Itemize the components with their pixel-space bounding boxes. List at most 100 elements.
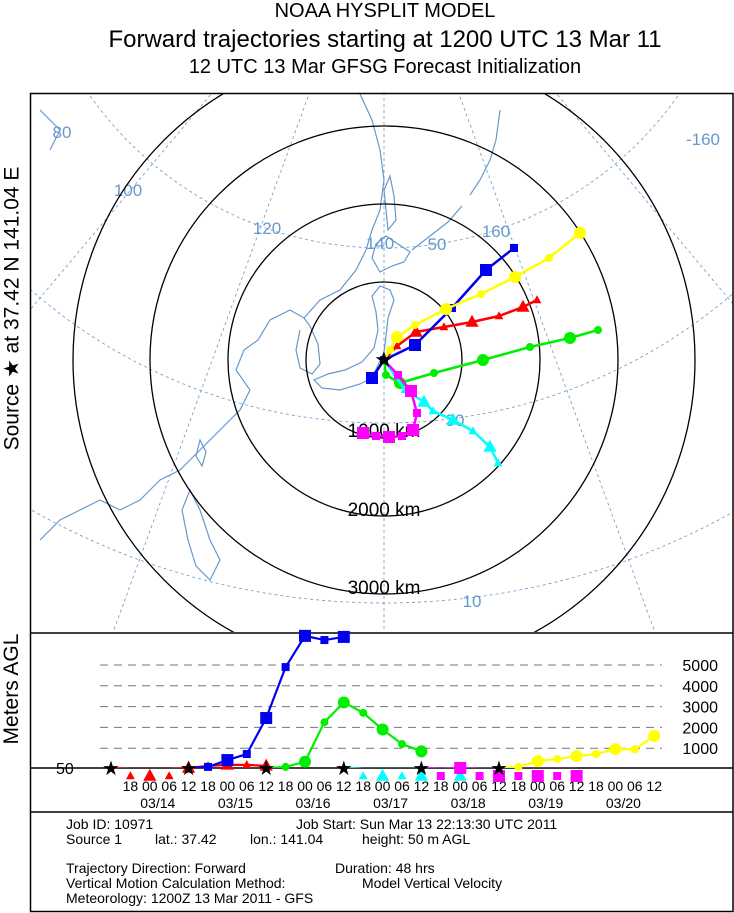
trajectory-marker-yellow bbox=[545, 254, 553, 262]
vertical-method-label: Vertical Motion Calculation Method: bbox=[66, 875, 286, 891]
time-tick-label: 12 bbox=[181, 778, 197, 794]
time-tick-label: 12 bbox=[336, 778, 352, 794]
time-tick-label: 18 bbox=[355, 778, 371, 794]
time-tick-label: 00 bbox=[608, 778, 624, 794]
trajectory-marker-yellow bbox=[391, 331, 403, 343]
trajectory-marker-cyan bbox=[417, 394, 431, 407]
korea-coast bbox=[295, 317, 321, 375]
height-marker-yellow bbox=[514, 762, 523, 771]
start-star-icon: ★ bbox=[180, 758, 198, 780]
duration: Duration: 48 hrs bbox=[335, 860, 435, 876]
latitude-line-50 bbox=[88, 94, 680, 249]
plot-title: Forward trajectories starting at 1200 UT… bbox=[108, 26, 662, 53]
height-marker-yellow bbox=[648, 729, 661, 742]
height-marker-green bbox=[337, 696, 350, 709]
asia-coast bbox=[39, 94, 385, 541]
height-marker-blue bbox=[281, 663, 290, 672]
height-marker-red bbox=[164, 771, 174, 780]
height-marker-yellow bbox=[570, 750, 583, 763]
height-marker-magenta bbox=[454, 761, 467, 774]
longitude-line-180 bbox=[556, 94, 733, 305]
philippines-coast bbox=[39, 109, 221, 582]
height-marker-cyan bbox=[397, 771, 407, 780]
trajectory-marker-magenta bbox=[405, 385, 417, 397]
height-marker-blue bbox=[299, 629, 311, 642]
sakhalin-coast bbox=[383, 173, 397, 232]
range-ring-4 bbox=[72, 94, 696, 632]
height-marker-magenta bbox=[493, 770, 505, 782]
time-tick-label: 06 bbox=[239, 778, 255, 794]
trajectory-marker-blue bbox=[409, 339, 421, 351]
source-lat: lat.: 37.42 bbox=[155, 831, 217, 847]
start-star-icon: ★ bbox=[102, 758, 120, 780]
trajectory-marker-yellow bbox=[509, 271, 521, 283]
time-tick-label: 06 bbox=[317, 778, 333, 794]
date-label: 03/18 bbox=[451, 795, 486, 811]
time-tick-label: 06 bbox=[161, 778, 177, 794]
longitude-label: 140 bbox=[366, 234, 394, 253]
longitude-line-120 bbox=[112, 94, 310, 632]
height-tick-label: 1000 bbox=[682, 741, 718, 758]
trajectory-marker-yellow bbox=[440, 303, 452, 315]
height-marker-magenta bbox=[531, 770, 544, 782]
height-marker-yellow bbox=[609, 743, 622, 756]
longitude-label: -160 bbox=[686, 130, 720, 149]
source-lon: lon.: 141.04 bbox=[250, 831, 324, 847]
time-tick-label: 12 bbox=[414, 778, 430, 794]
trajectories bbox=[357, 227, 602, 467]
time-tick-label: 00 bbox=[375, 778, 391, 794]
taiwan-coast bbox=[195, 438, 207, 468]
height-marker-green bbox=[376, 723, 389, 736]
trajectory-marker-magenta bbox=[394, 371, 402, 379]
vertical-method-value: Model Vertical Velocity bbox=[362, 875, 503, 891]
height-marker-blue bbox=[221, 754, 234, 767]
coastlines bbox=[39, 94, 501, 582]
range-ring-3 bbox=[149, 125, 619, 595]
height-marker-yellow bbox=[553, 755, 562, 764]
time-tick-label: 18 bbox=[433, 778, 449, 794]
height-marker-magenta bbox=[553, 772, 562, 780]
trajectory-magenta bbox=[357, 359, 421, 443]
date-label: 03/20 bbox=[606, 795, 641, 811]
height-series-blue bbox=[188, 634, 344, 768]
time-tick-label: 06 bbox=[549, 778, 565, 794]
source-number: Source 1 bbox=[66, 831, 123, 847]
trajectory-marker-red bbox=[532, 295, 542, 304]
height-marker-yellow bbox=[630, 745, 639, 754]
height-marker-blue bbox=[242, 750, 251, 759]
height-marker-magenta bbox=[475, 772, 484, 780]
range-ring-2 bbox=[227, 203, 541, 517]
japan-coast bbox=[312, 285, 395, 391]
trajectory-marker-blue bbox=[480, 264, 492, 276]
latitude-label: 50 bbox=[428, 235, 447, 254]
date-label: 03/16 bbox=[295, 795, 330, 811]
start-star-icon: ★ bbox=[335, 758, 353, 780]
height-marker-red bbox=[143, 768, 157, 781]
longitude-line-200 bbox=[384, 0, 734, 388]
time-tick-label: 18 bbox=[200, 778, 216, 794]
trajectory-marker-yellow bbox=[386, 346, 394, 354]
trajectory-marker-red bbox=[409, 324, 423, 337]
height-line-blue bbox=[188, 634, 344, 768]
height-marker-magenta bbox=[436, 772, 445, 780]
date-label: 03/15 bbox=[218, 795, 253, 811]
trajectory-marker-magenta bbox=[383, 431, 395, 443]
height-marker-blue bbox=[337, 630, 350, 643]
trajectory-direction: Trajectory Direction: Forward bbox=[66, 860, 246, 876]
height-marker-cyan bbox=[414, 768, 428, 781]
time-tick-label: 00 bbox=[220, 778, 236, 794]
trajectory-yellow bbox=[382, 227, 586, 361]
latitude-label: 10 bbox=[463, 592, 482, 611]
height-marker-blue bbox=[320, 636, 329, 645]
height-marker-cyan bbox=[358, 771, 368, 780]
plot-frame bbox=[29, 92, 734, 913]
job-id: Job ID: 10971 bbox=[66, 816, 154, 832]
height-marker-green bbox=[398, 740, 406, 749]
height-marker-red bbox=[242, 760, 252, 769]
trajectory-marker-cyan bbox=[468, 426, 478, 435]
longitude-label: 120 bbox=[253, 219, 281, 238]
height-marker-magenta bbox=[514, 772, 523, 780]
